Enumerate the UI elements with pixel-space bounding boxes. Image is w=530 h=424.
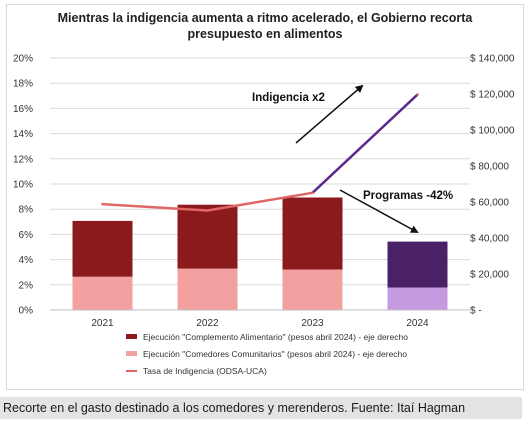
legend-label-comedores: Ejecución "Comedores Comunitarios" (peso… [143,348,407,359]
x-tick-label: 2022 [196,318,219,329]
annotation-programas: Programas -42% [363,190,453,202]
chart-legend: Ejecución "Complemento Alimentario" (pes… [126,328,486,379]
indigencia-point [311,191,314,195]
y-left-tick-label: 20% [13,54,33,65]
y-left-tick-label: 14% [13,129,33,140]
image-caption: Recorte en el gasto destinado a los come… [0,397,522,419]
x-tick-label: 2023 [301,318,324,329]
legend-item-complemento: Ejecución "Complemento Alimentario" (pes… [126,328,486,345]
y-right-tick-label: $ 40,000 [470,234,509,245]
y-right-tick-label: $ 100,000 [470,126,515,137]
y-right-tick-label: $ 120,000 [470,90,515,101]
y-left-tick-label: 10% [13,180,33,191]
legend-label-indigencia: Tasa de Indigencia (ODSA-UCA) [143,365,267,376]
x-tick-label: 2024 [406,318,429,329]
bar-comedores [387,287,448,310]
y-left-tick-label: 18% [13,79,33,90]
y-left-tick-label: 6% [19,230,34,241]
y-left-tick-label: 16% [13,104,33,115]
chart-title: Mientras la indigencia aumenta a ritmo a… [57,11,473,41]
legend-swatch-complemento [126,334,137,339]
legend-item-comedores: Ejecución "Comedores Comunitarios" (peso… [126,345,486,362]
y-right-tick-label: $ 60,000 [470,198,509,209]
x-tick-label: 2021 [91,318,114,329]
bar-comedores [72,276,133,310]
chart-card [6,4,524,390]
y-right-tick-label: $ - [470,306,482,317]
bar-complemento [387,241,448,288]
bar-comedores [177,268,238,310]
legend-label-complemento: Ejecución "Complemento Alimentario" (pes… [143,331,408,342]
indigencia-line-segment [206,191,314,212]
bar-complemento [177,204,238,269]
indigencia-point [206,209,209,212]
legend-item-indigencia: Tasa de Indigencia (ODSA-UCA) [126,362,486,379]
indigencia-line-segment [311,93,419,195]
y-right-tick-label: $ 20,000 [470,270,509,281]
annotation-arrow-down [339,189,419,233]
indigencia-line-segment [101,202,209,212]
annotation-indigencia: Indigencia x2 [252,92,325,104]
chart-plot: 0% 2% 4% 6% 8% 10% 12% 14% 16% 18% 20% $ - $ 20,000 $… [13,54,515,330]
legend-line-indigencia [126,369,137,372]
bar-complemento [72,220,133,277]
y-right-tick-label: $ 80,000 [470,162,509,173]
annotation-arrow-up [295,84,364,144]
indigencia-point [416,93,419,96]
bar-complemento [282,197,343,270]
legend-swatch-comedores [126,351,137,356]
y-left-tick-label: 8% [19,205,34,216]
y-left-tick-label: 4% [19,255,34,266]
indigencia-point [101,202,104,206]
y-left-tick-label: 2% [19,280,34,291]
y-right-tick-label: $ 140,000 [470,54,515,65]
y-left-tick-label: 0% [19,306,34,317]
y-left-tick-label: 12% [13,154,33,165]
bar-comedores [282,269,343,310]
